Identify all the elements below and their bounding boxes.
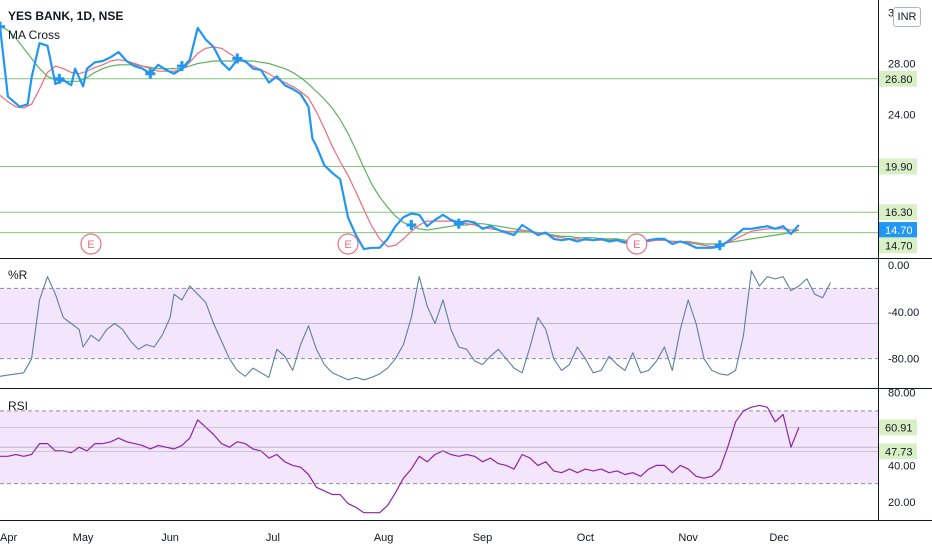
earnings-marker-label: E xyxy=(344,239,351,251)
time-axis-tick: Nov xyxy=(678,532,698,544)
williams-r-axis-tick: -40.00 xyxy=(888,307,919,319)
rsi-axis-tick: 40.00 xyxy=(888,460,916,472)
price-tag-label: 14.70 xyxy=(885,225,913,237)
earnings-marker-label: E xyxy=(87,239,94,251)
time-axis-tick: Jul xyxy=(266,532,280,544)
price-tag xyxy=(879,222,917,239)
time-axis-tick: Sep xyxy=(473,532,493,544)
indicator-legend: MA Cross xyxy=(8,28,61,42)
cross-marker xyxy=(176,61,187,72)
ma-fast-line xyxy=(0,46,799,248)
price-tag xyxy=(879,204,917,221)
earnings-marker xyxy=(80,233,102,255)
price-tag-label: 19.90 xyxy=(885,161,913,173)
rsi-line xyxy=(0,404,800,514)
earnings-marker xyxy=(626,233,648,255)
price-tag-label: 14.70 xyxy=(885,240,913,252)
cross-marker xyxy=(714,240,725,251)
price-axis-tick: 28.00 xyxy=(888,59,916,71)
rsi-axis-tick: 20.00 xyxy=(888,497,916,509)
cross-marker xyxy=(145,68,156,79)
currency-button[interactable]: INR xyxy=(893,7,921,27)
rsi-value-tag-label: 60.91 xyxy=(885,422,913,434)
williams-r-axis-tick: -80.00 xyxy=(888,354,919,366)
cross-marker xyxy=(0,21,5,32)
cross-marker xyxy=(232,53,243,64)
time-axis-tick: May xyxy=(73,532,94,544)
rsi-axis-tick: 80.00 xyxy=(888,388,916,400)
cross-marker xyxy=(406,219,417,230)
rsi-value-tag xyxy=(879,443,917,460)
price-tag xyxy=(879,237,917,254)
price-tag-label: 16.30 xyxy=(885,207,913,219)
price-tag xyxy=(879,158,917,175)
price-tag xyxy=(879,70,917,87)
williams-r-axis-tick: 0.00 xyxy=(888,260,909,272)
rsi-value-tag xyxy=(879,419,917,436)
earnings-marker-label: E xyxy=(633,239,640,251)
rsi-title: RSI xyxy=(8,399,29,413)
time-axis-tick: Dec xyxy=(769,532,789,544)
cross-marker xyxy=(54,73,65,84)
price-axis-tick: 24.00 xyxy=(888,109,916,121)
time-axis-tick: Oct xyxy=(577,532,594,544)
ma-slow-line xyxy=(0,24,800,245)
williams-r-line xyxy=(0,270,831,381)
time-axis-tick: Aug xyxy=(374,532,394,544)
time-axis-tick: Jun xyxy=(161,532,179,544)
rsi-value-tag-label: 47.73 xyxy=(885,446,913,458)
earnings-marker xyxy=(337,233,359,255)
time-axis-tick: Apr xyxy=(0,532,17,544)
symbol-title: YES BANK, 1D, NSE xyxy=(8,9,124,23)
price-line xyxy=(0,26,800,251)
price-tag-label: 26.80 xyxy=(885,74,913,86)
cross-marker xyxy=(453,218,464,229)
williams-r-title: %R xyxy=(8,268,28,282)
